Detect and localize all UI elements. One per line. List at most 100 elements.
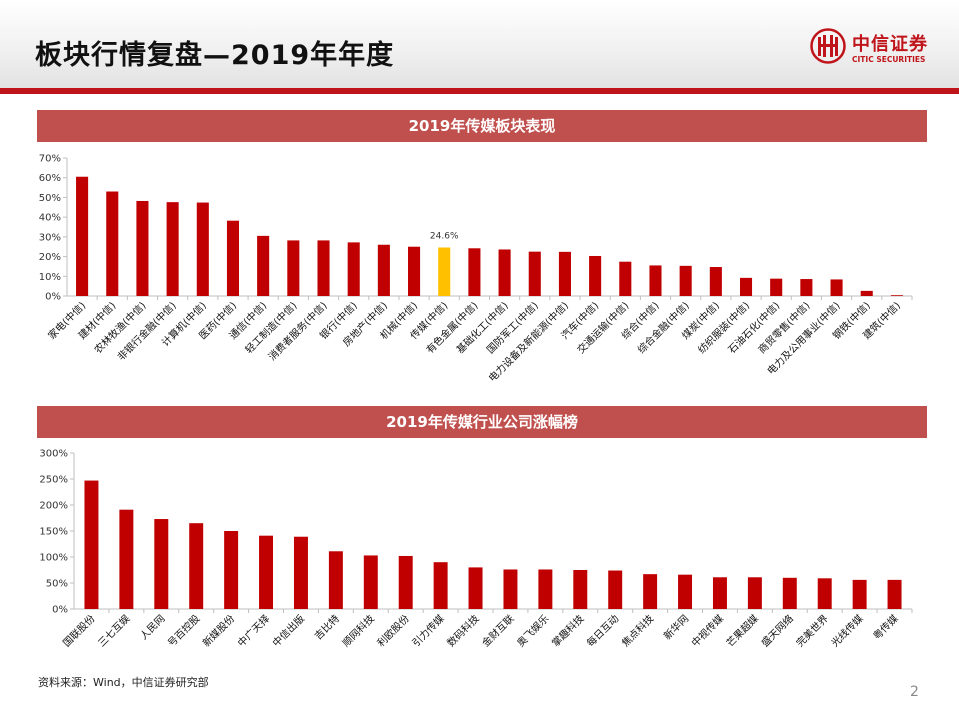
y-tick-label: 50% [39,193,61,204]
bar [709,267,722,296]
y-tick-label: 50% [46,579,68,590]
category-label: 焦点科技 [619,612,656,649]
category-label: 新华网 [661,612,691,642]
y-tick-label: 150% [39,527,68,538]
bar [226,220,240,296]
category-label: 中广天择 [235,612,272,649]
chart1-title-banner: 2019年传媒板块表现 [37,110,927,142]
page-title: 板块行情复盘—2019年年度 [35,40,395,71]
bar [347,242,360,296]
logo-name-en: CITIC SECURITIES [852,55,926,64]
bar [377,244,390,296]
category-label: 轻工制造(中信) [242,299,299,356]
bar [538,569,553,609]
category-label: 农林牧渔(中信) [91,299,148,356]
category-label: 掌趣科技 [549,612,586,649]
bar [643,574,658,609]
sector-performance-chart: 0%10%20%30%40%50%60%70%家电(中信)建材(中信)农林牧渔(… [39,154,913,384]
bar [770,278,783,296]
category-label: 国联股份 [61,613,98,650]
bar [528,251,541,296]
bar [106,191,119,296]
logo-name-cn: 中信证券 [852,34,928,55]
bar [739,277,753,296]
bar [712,577,727,609]
y-tick-label: 100% [39,553,68,564]
bar [257,235,270,296]
bar [287,240,300,296]
category-label: 粤传媒 [870,612,900,642]
bar [747,577,762,609]
category-label: 芒果超媒 [724,612,761,649]
bar [619,261,632,296]
highlight-bar [438,247,451,296]
bar [649,265,662,296]
bar [782,577,797,609]
y-tick-label: 300% [39,449,68,460]
category-label: 国防军工(中信) [484,299,541,356]
category-label: 光线传媒 [828,612,865,649]
category-label: 每日互动 [584,612,621,649]
category-label: 石油石化(中信) [725,299,782,356]
bar [84,480,99,609]
bar [852,579,867,609]
bar [860,290,873,296]
category-label: 人民网 [138,613,168,643]
bar [589,255,602,296]
y-tick-label: 250% [39,475,68,486]
data-label: 24.6% [430,232,459,242]
bar [573,570,588,609]
category-label: 盛天网络 [758,612,795,649]
bar [189,523,204,609]
citic-emblem-icon [810,28,846,64]
page-number: 2 [910,684,919,700]
category-label: 引力传媒 [409,612,446,649]
bar [800,279,813,296]
category-label: 新媒股份 [200,612,237,649]
bar [608,570,623,609]
bar [363,555,378,609]
category-label: 中视传媒 [689,612,726,649]
y-tick-label: 0% [52,605,68,616]
y-tick-label: 0% [45,292,61,303]
bar [119,509,134,609]
bar [433,562,448,609]
bar [468,567,483,609]
category-label: 中信出版 [270,612,307,649]
bar [196,202,209,296]
bar [408,246,421,296]
y-tick-label: 200% [39,501,68,512]
category-label: 奥飞娱乐 [514,612,551,649]
header-rule [0,88,959,94]
category-label: 三七互娱 [95,612,132,649]
bar [678,574,693,609]
logo: 中信证券 CITIC SECURITIES [810,24,950,70]
bar [558,251,571,296]
category-label: 有色金属(中信) [423,299,480,356]
y-tick-label: 70% [39,154,61,165]
bar [679,265,692,296]
category-label: 金财互联 [479,612,516,649]
chart2-title-banner: 2019年传媒行业公司涨幅榜 [37,406,927,438]
category-label: 顺网科技 [339,612,376,649]
category-label: 完美世界 [793,612,830,649]
source-note: 资料来源：Wind，中信证券研究部 [38,676,209,689]
bar [830,279,843,296]
category-label: 利欧股份 [375,613,412,650]
category-label: 数码科技 [444,612,481,649]
bar [468,248,481,296]
y-tick-label: 20% [39,252,61,263]
bar [498,249,511,296]
category-label: 吉比特 [312,613,342,643]
bar [398,555,413,609]
y-tick-label: 30% [39,232,61,243]
y-tick-label: 60% [39,173,61,184]
bar [76,176,89,296]
category-label: 纺织服装(中信) [695,299,752,356]
bar [817,578,832,609]
category-label: 基础化工(中信) [454,299,511,356]
bar [503,569,518,609]
bar [293,536,308,609]
header [0,0,959,88]
